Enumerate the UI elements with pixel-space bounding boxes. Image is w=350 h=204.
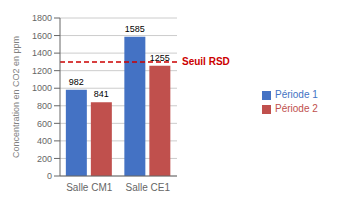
svg-text:982: 982 [69, 77, 84, 87]
svg-text:1600: 1600 [32, 31, 52, 41]
svg-text:Salle CM1: Salle CM1 [66, 182, 113, 193]
svg-text:200: 200 [37, 154, 52, 164]
svg-text:Seuil RSD: Seuil RSD [182, 56, 230, 67]
svg-text:1400: 1400 [32, 48, 52, 58]
svg-text:1000: 1000 [32, 83, 52, 93]
svg-text:1200: 1200 [32, 66, 52, 76]
svg-text:Concentration en CO2 en ppm: Concentration en CO2 en ppm [11, 36, 21, 158]
svg-text:1585: 1585 [125, 24, 145, 34]
svg-text:800: 800 [37, 101, 52, 111]
svg-text:600: 600 [37, 119, 52, 129]
svg-text:841: 841 [94, 89, 109, 99]
svg-text:Salle CE1: Salle CE1 [126, 182, 171, 193]
html-text:Période 2: Période 2 [275, 103, 318, 114]
svg-text:1800: 1800 [32, 13, 52, 23]
html-text:Période 1: Période 1 [275, 89, 318, 100]
svg-text:1255: 1255 [150, 53, 170, 63]
svg-text:400: 400 [37, 136, 52, 146]
svg-text:0: 0 [47, 171, 52, 181]
